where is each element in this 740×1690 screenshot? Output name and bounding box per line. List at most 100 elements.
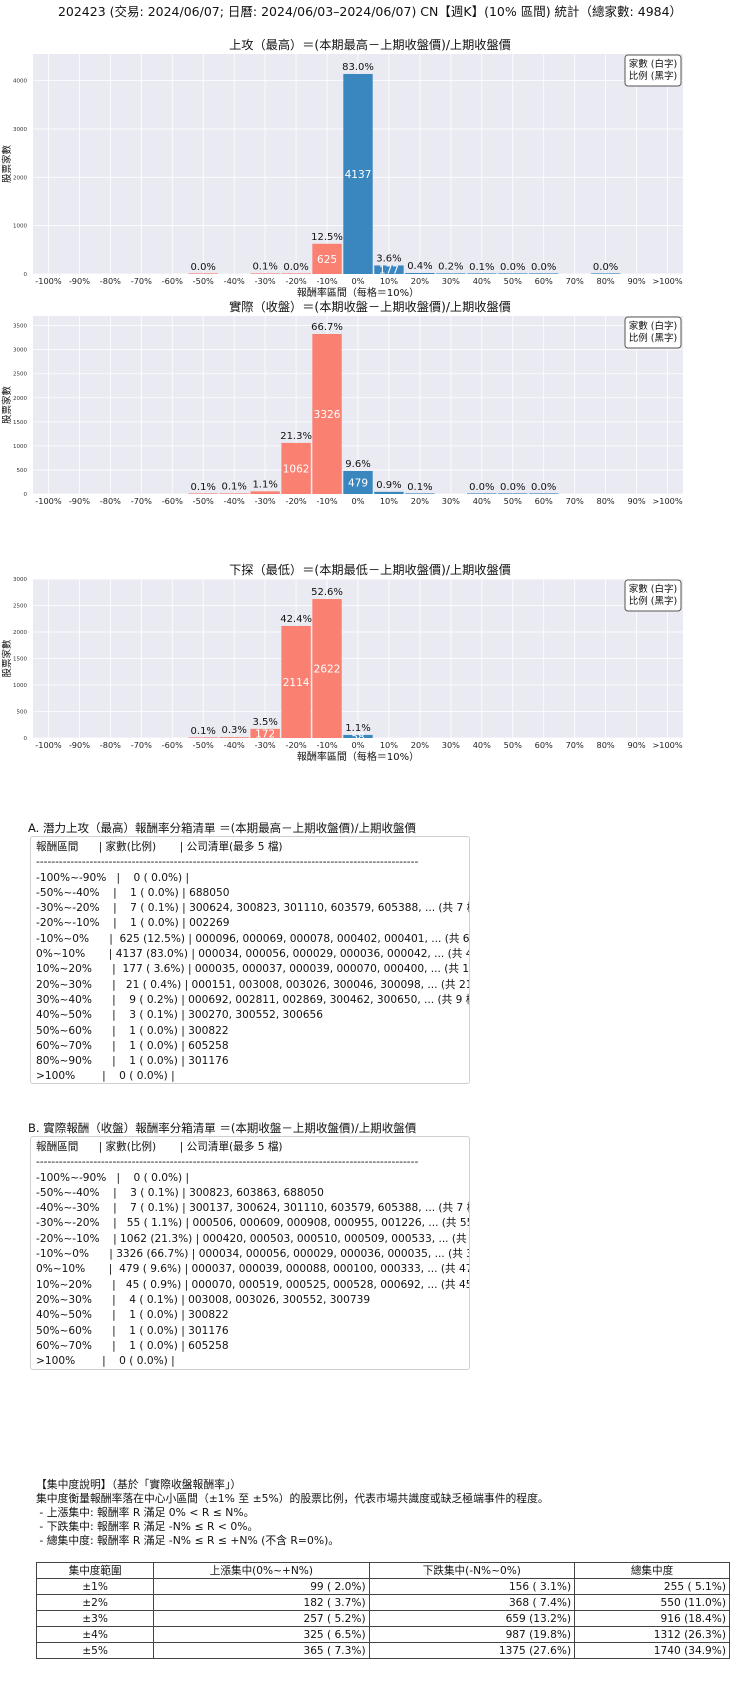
percent-label: 0.0%	[531, 262, 556, 273]
table-cell: 1740 (34.9%)	[574, 1642, 730, 1659]
x-tick-label: >100%	[652, 740, 682, 750]
bar	[590, 273, 621, 274]
y-tick-label: 1500	[13, 657, 27, 663]
x-tick-label: -60%	[162, 740, 183, 750]
y-tick-label: 2500	[13, 604, 27, 610]
percent-label: 83.0%	[342, 62, 374, 73]
x-tick-label: 90%	[627, 740, 645, 750]
y-tick-label: 500	[17, 710, 28, 716]
legend-entry: 家數 (白字)	[629, 58, 677, 70]
x-tick-label: -10%	[316, 740, 337, 750]
page-title: 202423 (交易: 2024/06/07; 日曆: 2024/06/03–2…	[57, 4, 683, 19]
percent-label: 0.0%	[283, 262, 308, 273]
percent-label: 3.5%	[252, 717, 277, 728]
x-tick-label: 90%	[627, 276, 645, 286]
table-row: ±1% 99 ( 2.0%) 156 ( 3.1%) 255 ( 5.1%)	[35, 1578, 730, 1595]
y-tick-label: 500	[17, 468, 28, 474]
table-header-cell: 總集中度	[574, 1562, 730, 1579]
bar	[529, 273, 559, 274]
count-label: 58	[351, 731, 364, 743]
table-row: ±4% 325 ( 6.5%) 987 (19.8%) 1312 (26.3%)	[35, 1626, 730, 1643]
table-cell: ±3%	[35, 1610, 155, 1627]
percent-label: 1.1%	[345, 723, 370, 734]
bar	[343, 734, 373, 738]
table-cell: 1375 (27.6%)	[368, 1642, 576, 1659]
list-line: 40%~50% | 1 ( 0.0%) | 300822	[36, 1309, 229, 1322]
x-tick-label: -50%	[193, 496, 214, 506]
percent-label: 0.0%	[500, 482, 525, 493]
list-line: 60%~70% | 1 ( 0.0%) | 605258	[36, 1039, 229, 1052]
x-tick-label: -30%	[255, 740, 276, 750]
bar	[250, 728, 280, 738]
x-tick-label: 40%	[473, 496, 491, 506]
count-label: 479	[348, 477, 368, 489]
percent-label: 0.1%	[407, 482, 432, 493]
table-cell: 550 (11.0%)	[574, 1594, 730, 1611]
chart-high: 上攻（最高）＝(本期最高－上期收盤價)/上期收盤價 0 1000 2000 3000 40…	[0, 22, 740, 312]
percent-label: 21.3%	[280, 431, 312, 442]
table-cell: 156 ( 3.1%)	[368, 1578, 576, 1595]
count-label: 4137	[345, 169, 372, 181]
count-label: 2622	[314, 664, 341, 676]
bar	[498, 273, 528, 274]
bar	[436, 273, 466, 274]
legend-entry: 家數 (白字)	[629, 320, 677, 332]
list-line: 60%~70% | 1 ( 0.0%) | 605258	[36, 1339, 229, 1352]
bar	[405, 493, 435, 494]
table-row: ±5% 365 ( 7.3%) 1375 (27.6%) 1740 (34.9%)	[35, 1642, 730, 1659]
chart-close: 實際（收盤）＝(本期收盤－上期收盤價)/上期收盤價 0 500 1000 1500 200…	[0, 297, 740, 555]
table-cell: 987 (19.8%)	[368, 1626, 576, 1643]
x-tick-label: 30%	[442, 496, 460, 506]
table-cell: ±2%	[35, 1594, 155, 1611]
list-line: -10%~0% | 3326 (66.7%) | 000034, 000056,…	[36, 1248, 470, 1261]
x-tick-label: -70%	[131, 740, 152, 750]
percent-label: 0.1%	[221, 482, 246, 493]
table-header-row: 集中度範圍 上漲集中(0%~+N%) 下跌集中(-N%~0%) 總集中度	[35, 1562, 730, 1579]
percent-label: 9.6%	[345, 459, 370, 470]
list-line: 10%~20% | 177 ( 3.6%) | 000035, 000037, …	[36, 963, 470, 976]
list-a-box: 報酬區間 | 家數(比例) | 公司清單(最多 5 檔) ------------…	[30, 836, 470, 1084]
y-axis-label: 股票家數	[1, 145, 13, 184]
y-tick-label: 1500	[13, 420, 27, 426]
list-line: -50%~-40% | 3 ( 0.1%) | 300823, 603863, …	[36, 1186, 324, 1199]
list-a-title: A. 潛力上攻（最高）報酬率分箱清單 ＝(本期最高－上期收盤價)/上期收盤價	[28, 821, 416, 835]
bar	[343, 470, 373, 494]
x-tick-label: -60%	[162, 496, 183, 506]
x-tick-label: 10%	[380, 740, 398, 750]
x-tick-label: -50%	[193, 276, 214, 286]
x-tick-label: -20%	[286, 276, 307, 286]
percent-label: 0.0%	[500, 262, 525, 273]
list-line: 報酬區間 | 家數(比例) | 公司清單(最多 5 檔)	[36, 841, 283, 853]
bar	[312, 599, 342, 738]
percent-label: 66.7%	[311, 322, 343, 333]
table-header-cell: 集中度範圍	[35, 1562, 155, 1579]
y-tick-label: 0	[24, 272, 28, 278]
x-axis-label: 報酬率區間（每格＝10%）	[297, 750, 419, 763]
x-tick-label: 50%	[504, 276, 522, 286]
percent-label: 0.2%	[438, 262, 463, 273]
list-b-box: 報酬區間 | 家數(比例) | 公司清單(最多 5 檔) ------------…	[30, 1136, 470, 1370]
x-tick-label: -30%	[255, 496, 276, 506]
x-tick-label: 80%	[597, 740, 615, 750]
x-tick-label: -80%	[100, 276, 121, 286]
bar	[219, 737, 249, 738]
list-line: 0%~10% | 4137 (83.0%) | 000034, 000056, …	[36, 948, 470, 961]
list-line: 20%~30% | 21 ( 0.4%) | 000151, 003008, 0…	[36, 978, 470, 991]
x-tick-label: 40%	[473, 740, 491, 750]
note-line: 集中度衡量報酬率落在中心小區間（±1% 至 ±5%）的股票比例，代表市場共識度或…	[36, 1492, 549, 1505]
y-tick-label: 1000	[13, 224, 27, 230]
bar	[219, 493, 249, 494]
x-tick-label: -90%	[69, 740, 90, 750]
table-cell: ±5%	[35, 1642, 155, 1659]
note-line: - 下跌集中: 報酬率 R 滿足 -N% ≤ R < 0%。	[36, 1520, 259, 1533]
list-line: 20%~30% | 4 ( 0.1%) | 003008, 003026, 30…	[36, 1293, 371, 1306]
y-tick-label: 0	[24, 492, 28, 498]
x-tick-label: -100%	[35, 740, 62, 750]
x-tick-label: 80%	[597, 276, 615, 286]
table-cell: ±4%	[35, 1626, 155, 1643]
x-tick-label: 70%	[566, 496, 584, 506]
x-tick-label: 20%	[411, 276, 429, 286]
list-line: -20%~-10% | 1 ( 0.0%) | 002269	[36, 917, 230, 930]
list-line: >100% | 0 ( 0.0%) |	[36, 1070, 175, 1083]
percent-label: 0.0%	[593, 262, 618, 273]
